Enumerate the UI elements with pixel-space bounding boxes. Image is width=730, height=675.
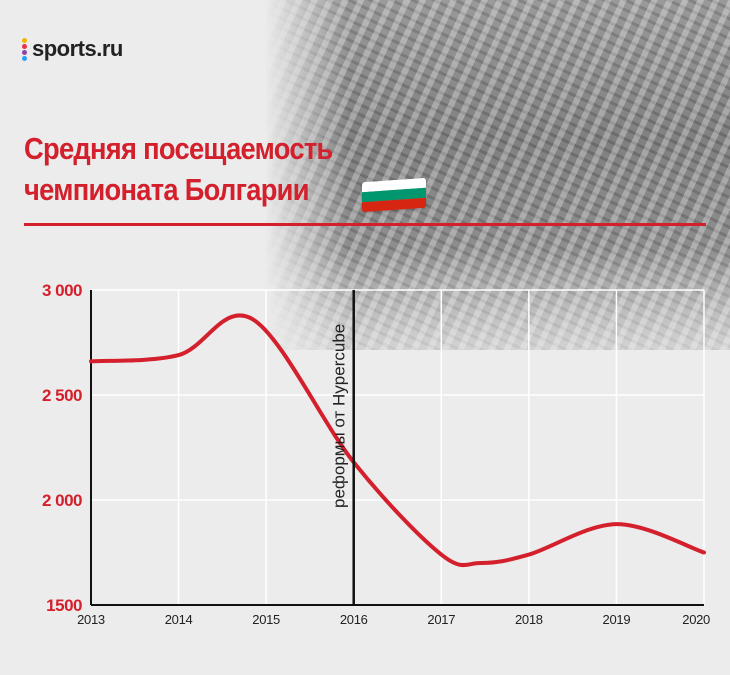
x-axis-ticks: 2013 2014 2015 2016 2017 2018 2019 2020 [77,612,710,627]
chart-title-line-1: Средняя посещаемость [24,131,333,166]
y-tick-label: 1500 [46,596,82,615]
x-tick-label: 2017 [427,612,455,627]
sports-ru-logo[interactable]: sports.ru [22,36,123,62]
chart-grid [90,289,705,606]
logo-dot [22,56,27,61]
title-underline [24,223,706,226]
reform-annotation-label: реформы от Hypercube [330,324,349,508]
logo-dot [22,38,27,43]
logo-dots-icon [22,38,28,61]
photo-fade-overlay [265,250,730,350]
x-tick-label: 2020 [682,612,710,627]
chart-title: Средняя посещаемость чемпионата Болгарии [24,128,333,210]
x-tick-label: 2013 [77,612,105,627]
logo-dot [22,44,27,49]
chart-title-line-2: чемпионата Болгарии [24,172,309,207]
logo-text: sports.ru [32,36,123,61]
x-tick-label: 2016 [340,612,368,627]
y-tick-label: 3 000 [42,281,82,300]
x-tick-label: 2014 [165,612,193,627]
chart-annotations: реформы от Hypercube [330,290,355,605]
x-tick-label: 2019 [603,612,631,627]
y-axis-ticks: 1500 2 000 2 500 3 000 [42,281,83,615]
chart-series [89,313,706,568]
y-tick-label: 2 500 [42,386,82,405]
chart-axes [90,290,704,606]
logo-dot [22,50,27,55]
y-tick-label: 2 000 [42,491,82,510]
attendance-series-line [89,313,706,568]
x-tick-label: 2018 [515,612,543,627]
x-tick-label: 2015 [252,612,280,627]
